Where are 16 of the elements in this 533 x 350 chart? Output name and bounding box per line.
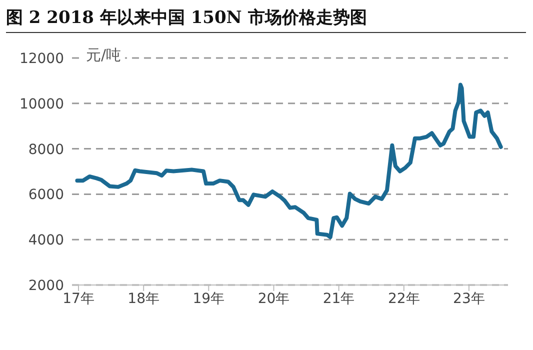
chart-title: 图 2 2018 年以来中国 150N 市场价格走势图 <box>6 6 526 33</box>
y-tick-label: 6000 <box>28 187 64 204</box>
y-tick-label: 4000 <box>28 232 64 249</box>
line-series <box>75 82 503 240</box>
x-tick-label: 18年 <box>128 290 160 307</box>
y-tick-label: 8000 <box>28 142 64 158</box>
x-tick-label: 22年 <box>388 290 420 307</box>
x-tick-label: 17年 <box>62 290 94 307</box>
x-tick-label: 20年 <box>258 290 290 307</box>
y-tick-label: 2000 <box>28 278 64 294</box>
y-tick-label: 12000 <box>19 50 64 67</box>
x-tick-label: 23年 <box>453 290 485 307</box>
y-axis-title: 元/吨 <box>82 46 126 65</box>
x-tick-label: 21年 <box>322 290 355 307</box>
x-tick-label: 19年 <box>192 290 225 307</box>
y-tick-label: 10000 <box>19 96 64 112</box>
